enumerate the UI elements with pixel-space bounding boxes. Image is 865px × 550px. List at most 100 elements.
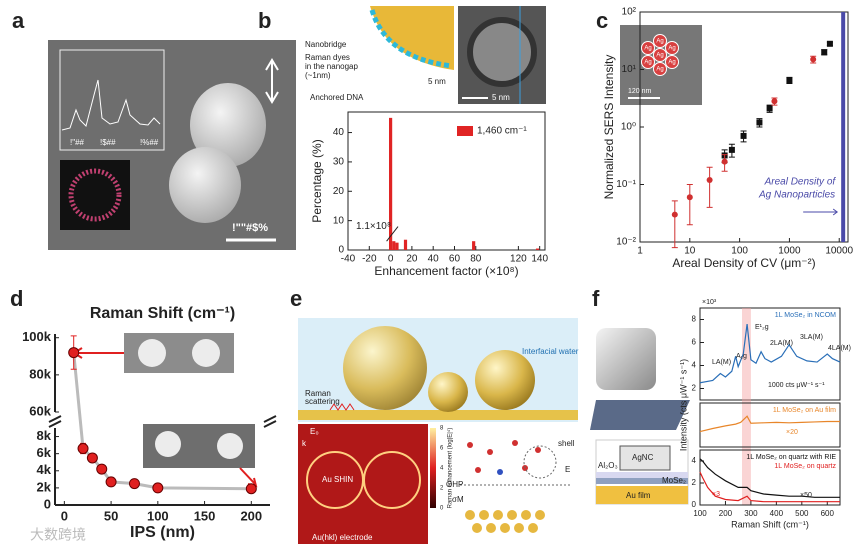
diagram-label: Au SHIN	[322, 475, 353, 484]
substrate	[590, 400, 690, 430]
y-tick-label: 4	[692, 361, 697, 370]
x-tick-label: 100	[147, 508, 169, 523]
arrow	[239, 467, 258, 488]
y-tick-label: 60k	[29, 403, 51, 418]
spectrum	[699, 471, 840, 503]
y-tick-label: 6	[692, 338, 697, 347]
au-film	[596, 486, 688, 504]
annotation: LA(M)	[712, 359, 731, 366]
atom-label: Ag	[644, 46, 651, 52]
diagram-label: MoSe₂	[662, 476, 686, 485]
annotation: ×50	[800, 492, 812, 499]
marker	[826, 40, 833, 47]
y-tick-label: 0	[338, 245, 344, 256]
series-label: 1L MoSe₂ on quartz with RIE	[746, 454, 836, 461]
x-tick-label: 500	[795, 509, 809, 518]
marker	[128, 478, 140, 490]
inset-label: (~1nm)	[305, 71, 331, 80]
diagram-label: OHP	[446, 480, 463, 489]
agnc	[619, 445, 671, 471]
atom	[653, 34, 667, 48]
marker	[86, 452, 98, 464]
y-tick-label: 10	[333, 215, 345, 226]
marker	[671, 211, 678, 218]
plot-frame	[347, 111, 546, 251]
marker	[721, 158, 728, 165]
marker	[68, 347, 80, 359]
y-axis-label: Percentage (%)	[310, 139, 324, 222]
sphere	[343, 326, 427, 410]
chart-title: Raman Shift (cm⁻¹)	[90, 305, 235, 322]
tem-particle	[467, 17, 537, 87]
atom-label: Ag	[656, 53, 663, 59]
inset-spectrum	[61, 79, 161, 131]
nanocube	[596, 328, 656, 390]
diagram-label: Al₂O₃	[598, 461, 618, 470]
atom	[665, 55, 679, 69]
colorbar-tick: 8	[440, 426, 444, 432]
diagram-label: E	[565, 465, 570, 474]
panel-b-inset: Nanobridge Raman dyes in the nanogap (~1…	[302, 6, 546, 104]
inset-label: 5 nm	[492, 93, 510, 102]
marker	[771, 98, 778, 105]
panel-label: c	[596, 8, 608, 33]
inset-label: in the nanogap	[305, 62, 358, 71]
annotation: 1000 cts μW⁻¹ s⁻¹	[768, 382, 825, 389]
y-tick-label: 40	[333, 127, 345, 138]
diagram-label: k	[302, 439, 307, 448]
series-label: 1L MoSe₂ on quartz	[774, 463, 836, 470]
y-tick-label: 100k	[22, 329, 52, 344]
marker	[77, 443, 89, 455]
image-label: !""#$%	[232, 222, 268, 234]
y-tick-label: 2k	[37, 479, 52, 494]
y-tick-label: 10⁻¹	[616, 179, 636, 190]
panel-label: f	[592, 286, 600, 311]
atom	[641, 55, 655, 69]
y-tick-label: 10²	[622, 7, 637, 18]
y-tick-label: 8k	[37, 428, 52, 443]
sphere	[428, 372, 468, 412]
annotation: E¹₂g	[755, 324, 769, 331]
panel-label: e	[290, 286, 302, 311]
y-tick-label: 20	[333, 186, 345, 197]
atom-label: Ag	[668, 46, 675, 52]
marker	[810, 56, 817, 63]
atom	[665, 41, 679, 55]
marker	[821, 49, 828, 56]
x-tick-label: -20	[362, 254, 377, 265]
colorbar	[430, 428, 436, 508]
atom	[653, 48, 667, 62]
nanostar	[155, 431, 181, 457]
x-tick-label: 20	[406, 254, 418, 265]
diagram-label: Au film	[626, 491, 651, 500]
panel-a: !""#$% !"## !$## !%##	[48, 40, 296, 250]
annotation: ×3	[712, 491, 720, 498]
y-tick-label: 4	[692, 456, 697, 465]
axis-break	[263, 415, 277, 428]
annotation: Ag Nanoparticles	[758, 190, 835, 201]
diagram-label: Au(hkl) electrode	[312, 533, 373, 542]
y-tick-label: 10¹	[622, 64, 637, 75]
arrow	[72, 347, 124, 359]
x-axis-label: Enhancement factor (×10⁸)	[374, 264, 518, 278]
error-bar	[671, 200, 678, 249]
x-tick-label: 50	[104, 508, 118, 523]
y-axis-label: Normalized SERS Intensity	[602, 55, 616, 200]
arrow	[265, 58, 279, 104]
inset-ring	[68, 168, 122, 222]
y-tick-label: 10⁻²	[616, 237, 636, 248]
field-ring	[363, 451, 421, 509]
diagram-label: shell	[558, 439, 575, 448]
x-axis-label: Areal Density of CV (μm⁻²)	[672, 256, 815, 270]
x-tick-label: 1000	[778, 246, 801, 257]
marker	[766, 105, 773, 112]
y-tick-label: 0	[692, 500, 697, 509]
series-label: 1L MoSe₂ on Au film	[773, 407, 836, 414]
bar	[472, 241, 476, 250]
annotation: 4LA(M)	[828, 345, 851, 352]
legend-swatch	[457, 126, 473, 136]
dye-chain	[369, 9, 453, 69]
annotation: Areal Density of	[764, 177, 837, 188]
x-tick-label: 600	[821, 509, 835, 518]
